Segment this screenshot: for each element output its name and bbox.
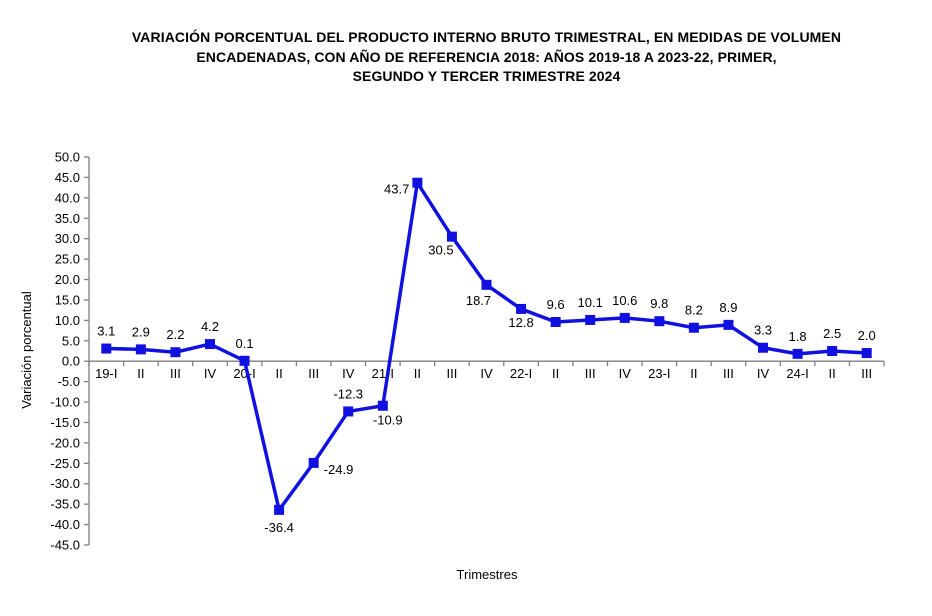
y-tick-label: 25.0: [55, 252, 80, 267]
series-line: [106, 177, 867, 514]
x-tick-label: II: [137, 366, 144, 381]
y-tick-label: 5.0: [62, 333, 80, 348]
data-point-label: 3.1: [97, 324, 115, 339]
y-tick-label: 15.0: [55, 292, 80, 307]
data-point-label: 3.3: [754, 323, 772, 338]
x-tick-label: III: [585, 366, 596, 381]
data-point-label: 10.1: [578, 295, 603, 310]
x-tick-label: 23-I: [648, 366, 670, 381]
y-tick-label: -10.0: [50, 395, 80, 410]
data-point-marker: [135, 344, 146, 355]
y-tick-label: -15.0: [50, 415, 80, 430]
y-tick-label: -35.0: [50, 497, 80, 512]
x-tick-label: 22-I: [510, 366, 532, 381]
data-point-label: 9.8: [650, 296, 668, 311]
x-tick-label: III: [723, 366, 734, 381]
data-point-label: 9.6: [547, 297, 565, 312]
data-point-marker: [274, 504, 285, 515]
x-tick-label: 24-I: [786, 366, 808, 381]
data-point-marker: [723, 319, 734, 330]
data-point-label: 12.8: [508, 315, 533, 330]
data-point-label: -12.3: [333, 386, 363, 401]
data-point-marker: [792, 348, 803, 359]
y-tick-label: 10.0: [55, 313, 80, 328]
y-tick-label: -30.0: [50, 476, 80, 491]
data-point-marker: [239, 355, 250, 366]
y-tick-label: 50.0: [55, 150, 80, 165]
data-point-label: 10.6: [612, 293, 637, 308]
x-tick-label: II: [414, 366, 421, 381]
x-tick-label: IV: [480, 366, 493, 381]
data-point-label: 8.9: [719, 300, 737, 315]
chart-title-line-3: SEGUNDO Y TERCER TRIMESTRE 2024: [352, 68, 621, 84]
x-tick-label: II: [552, 366, 559, 381]
data-point-label: 2.0: [858, 328, 876, 343]
y-tick-label: 0.0: [62, 354, 80, 369]
data-point-label: 4.2: [201, 319, 219, 334]
data-point-marker: [861, 348, 872, 359]
x-tick-label: II: [829, 366, 836, 381]
data-point-marker: [688, 322, 699, 333]
x-tick-label: 19-I: [95, 366, 117, 381]
x-tick-label: IV: [204, 366, 217, 381]
data-point-label: 18.7: [466, 293, 491, 308]
data-point-label: 43.7: [384, 182, 409, 197]
data-point-label: -24.9: [324, 462, 354, 477]
data-point-marker: [170, 347, 181, 358]
x-tick-label: 21-I: [372, 366, 394, 381]
x-tick-label: IV: [619, 366, 632, 381]
data-point-marker: [654, 316, 665, 327]
chart-title-line-1: VARIACIÓN PORCENTUAL DEL PRODUCTO INTERN…: [131, 29, 842, 45]
x-tick-label: III: [308, 366, 319, 381]
y-tick-label: -5.0: [58, 374, 80, 389]
data-point-label: 1.8: [789, 329, 807, 344]
y-tick-label: 20.0: [55, 272, 80, 287]
data-point-marker: [204, 339, 215, 350]
data-point-marker: [446, 231, 457, 242]
y-tick-label: 40.0: [55, 190, 80, 205]
data-point-marker: [101, 343, 112, 354]
data-point-label: 8.2: [685, 303, 703, 318]
x-tick-label: II: [690, 366, 697, 381]
x-tick-label: IV: [342, 366, 355, 381]
data-point-label: 2.5: [823, 326, 841, 341]
data-point-label: 2.9: [132, 324, 150, 339]
data-point-label: 2.2: [166, 327, 184, 342]
data-point-label: -36.4: [264, 520, 294, 535]
data-point-label: 30.5: [428, 243, 453, 258]
y-tick-label: -25.0: [50, 456, 80, 471]
data-point-marker: [481, 279, 492, 290]
data-point-label: 0.1: [236, 336, 254, 351]
x-axis-title: Trimestres: [457, 567, 518, 582]
y-axis-title: Variación porcentual: [19, 291, 34, 409]
y-tick-label: 45.0: [55, 170, 80, 185]
y-tick-label: 30.0: [55, 231, 80, 246]
data-point-marker: [619, 312, 630, 323]
x-tick-label: III: [170, 366, 181, 381]
y-tick-label: 35.0: [55, 211, 80, 226]
data-point-marker: [827, 346, 838, 356]
x-tick-label: III: [861, 366, 872, 381]
data-point-marker: [377, 400, 388, 411]
data-point-marker: [412, 177, 423, 188]
data-point-marker: [585, 314, 596, 325]
data-point-marker: [758, 342, 769, 353]
data-point-marker: [308, 457, 319, 468]
data-point-marker: [550, 317, 561, 328]
data-point-marker: [516, 303, 527, 314]
data-point-marker: [343, 406, 354, 417]
data-point-label: -10.9: [373, 413, 403, 428]
x-tick-label: II: [275, 366, 282, 381]
x-tick-label: IV: [757, 366, 770, 381]
chart-title-line-2: ENCADENADAS, CON AÑO DE REFERENCIA 2018:…: [196, 48, 777, 65]
x-tick-label: III: [447, 366, 458, 381]
y-tick-label: -40.0: [50, 517, 80, 532]
y-tick-label: -20.0: [50, 435, 80, 450]
chart-title: VARIACIÓN PORCENTUAL DEL PRODUCTO INTERN…: [41, 28, 932, 87]
y-tick-label: -45.0: [50, 538, 80, 553]
